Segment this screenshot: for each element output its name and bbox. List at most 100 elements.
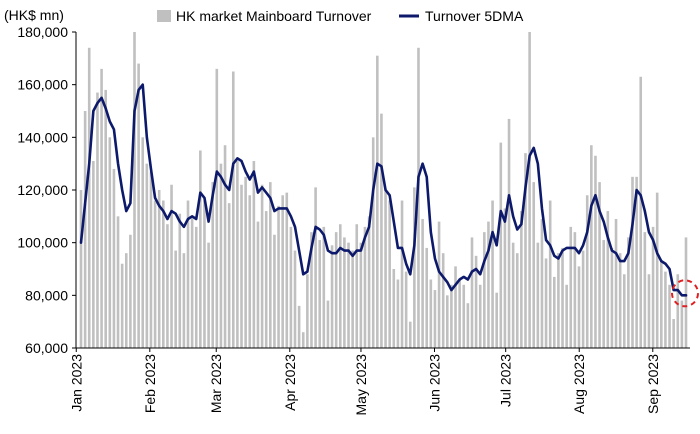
legend-label-bar: HK market Mainboard Turnover bbox=[176, 8, 372, 24]
turnover-bar bbox=[248, 195, 252, 348]
turnover-5dma-line bbox=[79, 83, 688, 297]
turnover-bar bbox=[614, 218, 618, 348]
turnover-bar bbox=[631, 176, 634, 348]
turnover-bar bbox=[120, 263, 124, 348]
turnover-bar bbox=[487, 221, 490, 348]
turnover-bar bbox=[166, 224, 169, 348]
turnover-bar bbox=[371, 137, 375, 348]
turnover-bar bbox=[367, 216, 371, 348]
turnover-bar bbox=[256, 221, 260, 348]
turnover-bar bbox=[100, 68, 103, 349]
turnover-bar bbox=[610, 247, 614, 348]
turnover-bar bbox=[491, 200, 494, 348]
legend-swatch-bar bbox=[157, 10, 171, 22]
bars-layer bbox=[79, 32, 688, 349]
turnover-bar bbox=[289, 226, 293, 348]
turnover-bar bbox=[178, 213, 182, 348]
x-tick-label: Mar 2023 bbox=[208, 354, 224, 413]
turnover-bar bbox=[380, 113, 383, 348]
turnover-bar bbox=[437, 221, 441, 348]
turnover-bar bbox=[199, 150, 202, 348]
x-tick-label: Aug 2023 bbox=[571, 354, 587, 414]
turnover-bar bbox=[96, 92, 99, 348]
x-tick-label: Jan 2023 bbox=[68, 354, 84, 412]
turnover-bar bbox=[478, 284, 482, 348]
turnover-bar bbox=[330, 245, 334, 348]
turnover-bar bbox=[314, 187, 317, 348]
y-tick-label: 60,000 bbox=[25, 340, 68, 356]
turnover-bar bbox=[207, 242, 210, 348]
turnover-bar bbox=[524, 153, 527, 348]
turnover-bar bbox=[520, 211, 523, 348]
turnover-bar bbox=[79, 190, 83, 348]
turnover-bar bbox=[553, 276, 556, 348]
turnover-bar bbox=[441, 253, 445, 348]
x-tick-label: Apr 2023 bbox=[282, 354, 298, 411]
turnover-bar bbox=[676, 274, 680, 348]
turnover-bar bbox=[400, 200, 404, 348]
turnover-bar bbox=[162, 200, 165, 348]
x-tick-label: May 2023 bbox=[353, 354, 369, 416]
turnover-bar bbox=[285, 192, 289, 348]
turnover-bar bbox=[421, 218, 424, 348]
turnover-bar bbox=[515, 253, 519, 348]
turnover-bar bbox=[532, 182, 536, 348]
turnover-bar bbox=[540, 218, 544, 348]
turnover-bar bbox=[602, 240, 605, 348]
turnover-bar bbox=[351, 250, 354, 348]
turnover-bar bbox=[273, 234, 276, 348]
y-tick-label: 160,000 bbox=[17, 77, 68, 93]
turnover-bar bbox=[141, 137, 145, 348]
turnover-bar bbox=[561, 247, 564, 348]
turnover-bar bbox=[211, 182, 214, 348]
turnover-bar bbox=[594, 155, 597, 348]
turnover-bar bbox=[236, 161, 239, 348]
turnover-bar bbox=[655, 192, 659, 348]
turnover-bar bbox=[466, 303, 470, 348]
y-tick-label: 80,000 bbox=[25, 287, 68, 303]
turnover-bar bbox=[536, 242, 540, 348]
turnover-bar bbox=[672, 319, 675, 348]
turnover-bar bbox=[112, 168, 116, 348]
turnover-bar bbox=[182, 253, 186, 348]
turnover-bar bbox=[408, 321, 412, 348]
turnover-bar bbox=[277, 205, 280, 348]
turnover-bar bbox=[133, 32, 136, 348]
turnover-bar bbox=[635, 176, 638, 348]
turnover-bar bbox=[429, 279, 433, 348]
turnover-bar bbox=[376, 55, 379, 348]
turnover-bar bbox=[565, 284, 568, 348]
y-tick-label: 100,000 bbox=[17, 235, 68, 251]
turnover-bar bbox=[627, 237, 630, 348]
turnover-bar bbox=[404, 271, 408, 348]
turnover-bar bbox=[511, 242, 515, 348]
turnover-bar bbox=[660, 261, 663, 348]
turnover-bar bbox=[544, 258, 548, 348]
turnover-bar bbox=[174, 250, 177, 348]
turnover-bar bbox=[297, 305, 301, 348]
turnover-bar bbox=[260, 184, 264, 348]
turnover-bar bbox=[680, 300, 684, 348]
turnover-bar bbox=[87, 47, 91, 349]
turnover-bar bbox=[145, 163, 149, 348]
line-layer bbox=[79, 83, 688, 297]
highlight-circle bbox=[671, 279, 699, 308]
turnover-bar bbox=[108, 137, 112, 348]
turnover-bar bbox=[240, 184, 243, 348]
turnover-bar bbox=[244, 176, 247, 348]
turnover-bar bbox=[664, 271, 667, 348]
turnover-bar bbox=[326, 300, 330, 348]
turnover-bar bbox=[355, 224, 359, 348]
x-tick-label: Jun 2023 bbox=[427, 354, 443, 412]
turnover-bar bbox=[137, 63, 140, 348]
turnover-bar bbox=[392, 269, 396, 348]
turnover-bar bbox=[215, 68, 219, 349]
turnover-bar bbox=[363, 226, 367, 348]
turnover-bar bbox=[83, 111, 87, 348]
turnover-bar bbox=[223, 145, 227, 348]
turnover-bar bbox=[301, 332, 305, 348]
turnover-bar bbox=[581, 250, 585, 348]
turnover-bar bbox=[343, 237, 346, 348]
turnover-bar bbox=[252, 161, 256, 348]
